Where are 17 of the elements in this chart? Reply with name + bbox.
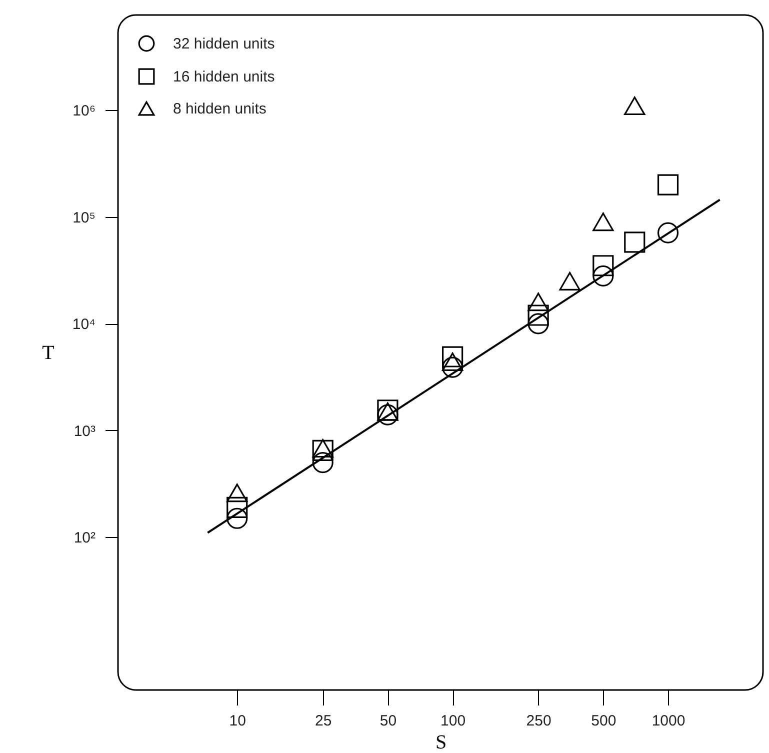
x-tick-label: 250 [526, 712, 552, 730]
y-tick-label: 10³ [74, 422, 96, 440]
x-tick-label: 10 [229, 712, 246, 730]
x-tick-label: 1000 [652, 712, 686, 730]
x-tick-label: 500 [591, 712, 616, 730]
legend-label: 32 hidden units [173, 36, 275, 52]
y-tick-label: 10² [74, 530, 96, 547]
y-tick-label: 10⁴ [72, 316, 96, 334]
x-tick-label: 25 [315, 712, 332, 730]
legend-label: 8 hidden units [173, 100, 266, 118]
y-tick-label: 10⁵ [72, 209, 96, 226]
y-tick-label: 10⁶ [72, 102, 96, 120]
y-axis-title: T [42, 342, 54, 364]
x-tick-label: 50 [380, 712, 397, 730]
x-axis-title: S [435, 732, 447, 753]
x-tick-label: 100 [440, 712, 466, 730]
legend-label: 16 hidden units [173, 68, 275, 86]
